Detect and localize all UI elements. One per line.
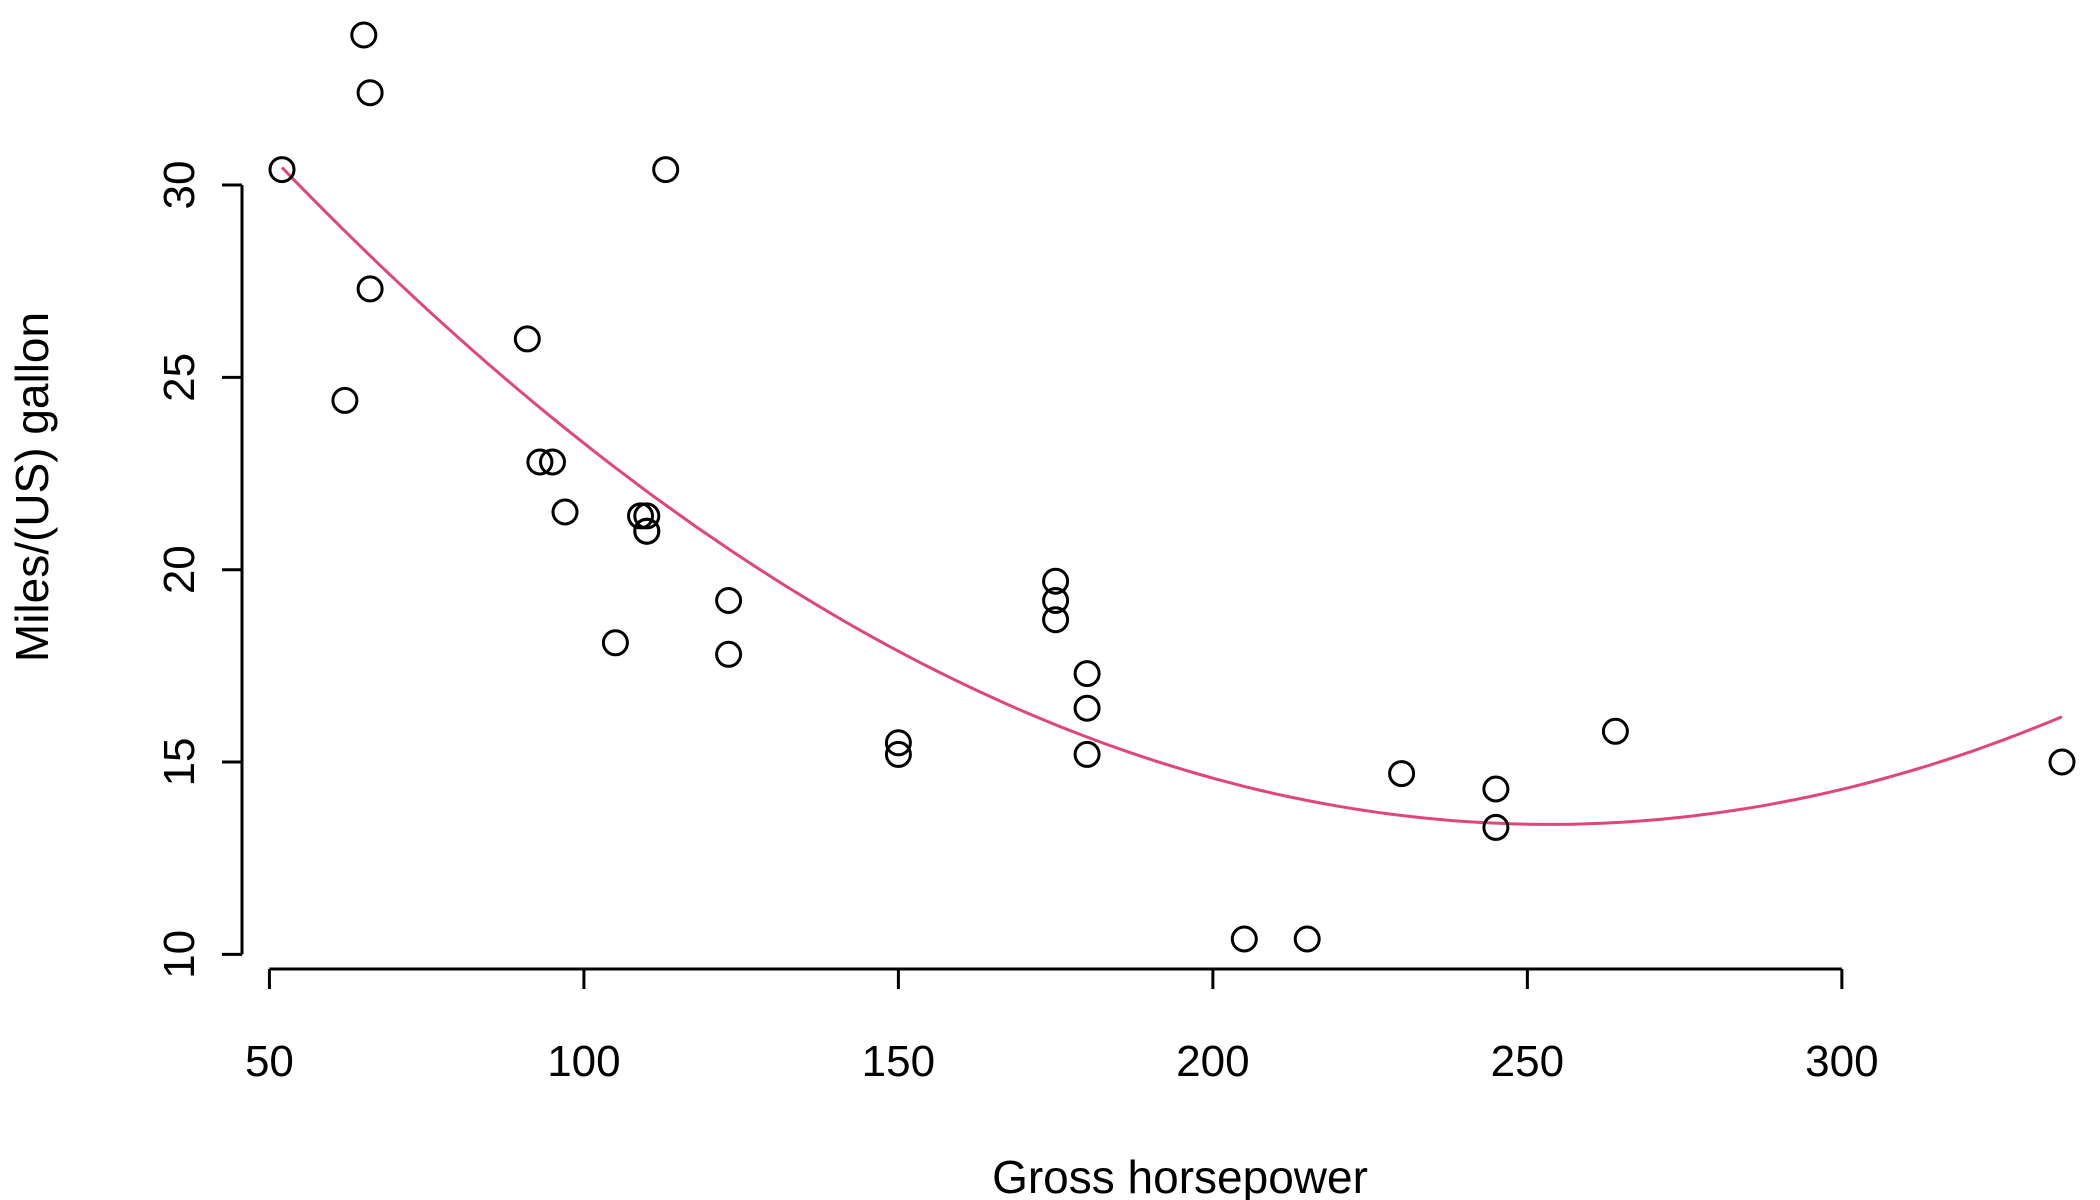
- y-tick-label: 20: [155, 545, 204, 594]
- y-ticks: 10 15 20 25 30: [155, 161, 242, 979]
- x-tick-label: 200: [1176, 1037, 1249, 1086]
- data-point: [633, 517, 661, 545]
- data-point: [1073, 660, 1101, 688]
- x-tick-label: 150: [862, 1037, 935, 1086]
- data-point: [715, 587, 743, 614]
- x-tick-label: 50: [245, 1037, 294, 1086]
- data-point: [1042, 606, 1070, 634]
- data-point: [627, 502, 654, 530]
- x-tick-label: 300: [1805, 1037, 1878, 1086]
- data-point: [356, 79, 384, 107]
- y-axis-title: Miles/(US) gallon: [6, 312, 58, 662]
- data-point: [1042, 587, 1070, 614]
- data-point: [884, 729, 912, 757]
- data-point: [513, 325, 541, 353]
- data-point: [1230, 925, 1258, 953]
- x-axis-title: Gross horsepower: [992, 1151, 1368, 1200]
- data-point: [1601, 717, 1629, 745]
- data-point: [331, 386, 359, 414]
- data-point: [1388, 760, 1416, 788]
- fit-curve: [280, 166, 2063, 826]
- y-tick-label: 10: [155, 930, 204, 979]
- x-ticks: 50 100 150 200 250 300: [245, 969, 1879, 1086]
- data-point: [1073, 740, 1101, 768]
- data-point: [268, 156, 296, 184]
- y-tick-label: 15: [155, 738, 204, 787]
- data-point: [539, 448, 566, 476]
- x-tick-label: 100: [547, 1037, 620, 1086]
- data-point: [652, 156, 680, 184]
- y-tick-label: 25: [155, 353, 204, 402]
- fit-layer: [280, 166, 2063, 826]
- data-point: [1293, 925, 1321, 953]
- data-point: [356, 275, 384, 303]
- data-point: [1482, 775, 1510, 803]
- points-layer: [268, 21, 2076, 953]
- data-point: [526, 448, 554, 476]
- y-tick-label: 30: [155, 161, 204, 210]
- data-point: [601, 629, 629, 657]
- data-point: [1073, 694, 1101, 722]
- data-point: [2048, 748, 2076, 776]
- y-axis: 10 15 20 25 30: [155, 161, 244, 979]
- data-point: [715, 640, 743, 668]
- data-point: [1042, 567, 1070, 595]
- x-axis: 50 100 150 200 250 300: [245, 967, 1879, 1086]
- data-point: [350, 21, 378, 49]
- data-point: [633, 502, 661, 530]
- x-tick-label: 250: [1491, 1037, 1564, 1086]
- data-point: [551, 498, 579, 526]
- data-point: [1482, 813, 1510, 841]
- data-point: [884, 740, 912, 768]
